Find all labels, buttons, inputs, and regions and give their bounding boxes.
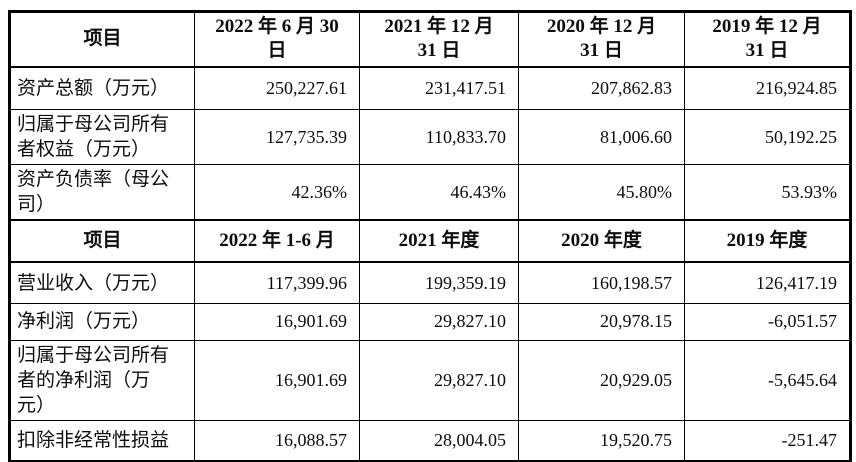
table-row-non-recurring: 扣除非经常性损益 16,088.57 28,004.05 19,520.75 -… [9,420,851,462]
col-header-period-2019: 2019 年度 [684,219,851,264]
col-header-item: 项目 [9,10,195,68]
table-row-net-profit: 净利润（万元） 16,901.69 29,827.10 20,978.15 -6… [9,302,851,341]
col-header-date-2022: 2022 年 6 月 30 日 [194,10,360,68]
row-label: 营业收入（万元） [9,261,195,304]
col-header-period-2022: 2022 年 1-6 月 [194,219,360,264]
row-label: 归属于母公司所有 者的净利润（万 元） [9,339,195,422]
row-label: 扣除非经常性损益 [9,420,195,462]
row-label: 归属于母公司所有 者权益（万元） [9,109,195,166]
cell-value: -6,051.57 [684,302,851,341]
col-header-date-2021: 2021 年 12 月 31 日 [359,10,519,68]
cell-value: 110,833.70 [359,109,519,166]
cell-value: 117,399.96 [194,261,360,304]
table-row-debt-ratio: 资产负债率（母公 司） 42.36% 46.43% 45.80% 53.93% [9,164,851,221]
col-header-period-2020: 2020 年度 [518,219,685,264]
cell-value: 16,901.69 [194,302,360,341]
cell-value: 29,827.10 [359,302,519,341]
cell-value: 126,417.19 [684,261,851,304]
cell-value: 28,004.05 [359,420,519,462]
cell-value: 20,929.05 [518,339,685,422]
table-row-revenue: 营业收入（万元） 117,399.96 199,359.19 160,198.5… [9,261,851,304]
cell-value: 42.36% [194,164,360,221]
cell-value: 231,417.51 [359,66,519,111]
table-row-parent-net-profit: 归属于母公司所有 者的净利润（万 元） 16,901.69 29,827.10 … [9,339,851,422]
col-header-period-2021: 2021 年度 [359,219,519,264]
cell-value: 81,006.60 [518,109,685,166]
row-label: 净利润（万元） [9,302,195,341]
cell-value: 199,359.19 [359,261,519,304]
row-label: 资产负债率（母公 司） [9,164,195,221]
cell-value: 50,192.25 [684,109,851,166]
cell-value: 127,735.39 [194,109,360,166]
row-label: 资产总额（万元） [9,66,195,111]
cell-value: 16,901.69 [194,339,360,422]
cell-value: 160,198.57 [518,261,685,304]
cell-value: 16,088.57 [194,420,360,462]
table-row-parent-equity: 归属于母公司所有 者权益（万元） 127,735.39 110,833.70 8… [9,109,851,166]
table-header-row-periods: 项目 2022 年 1-6 月 2021 年度 2020 年度 2019 年度 [9,219,851,264]
cell-value: -5,645.64 [684,339,851,422]
cell-value: 46.43% [359,164,519,221]
cell-value: 29,827.10 [359,339,519,422]
table-header-row-balance: 项目 2022 年 6 月 30 日 2021 年 12 月 31 日 2020… [9,10,851,68]
col-header-date-2019: 2019 年 12 月 31 日 [684,10,851,68]
cell-value: 20,978.15 [518,302,685,341]
cell-value: 216,924.85 [684,66,851,111]
cell-value: 53.93% [684,164,851,221]
cell-value: 19,520.75 [518,420,685,462]
cell-value: 207,862.83 [518,66,685,111]
cell-value: 250,227.61 [194,66,360,111]
cell-value: 45.80% [518,164,685,221]
col-header-date-2020: 2020 年 12 月 31 日 [518,10,685,68]
cell-value: -251.47 [684,420,851,462]
col-header-item-2: 项目 [9,219,195,264]
financial-summary-table: 项目 2022 年 6 月 30 日 2021 年 12 月 31 日 2020… [8,10,852,462]
table-row-total-assets: 资产总额（万元） 250,227.61 231,417.51 207,862.8… [9,66,851,111]
